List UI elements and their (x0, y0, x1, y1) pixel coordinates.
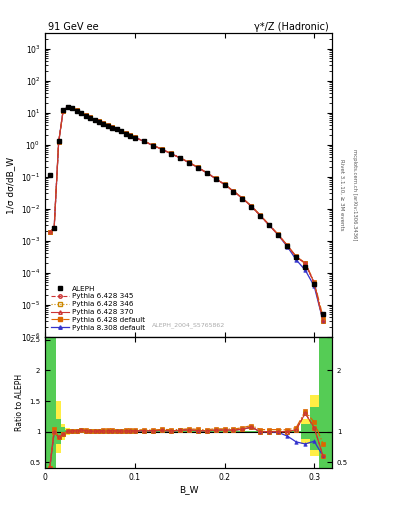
Legend: ALEPH, Pythia 6.428 345, Pythia 6.428 346, Pythia 6.428 370, Pythia 6.428 defaul: ALEPH, Pythia 6.428 345, Pythia 6.428 34… (49, 283, 147, 333)
Text: mcplots.cern.ch [arXiv:1306.3436]: mcplots.cern.ch [arXiv:1306.3436] (352, 149, 357, 240)
Text: 91 GeV ee: 91 GeV ee (48, 22, 99, 32)
Text: ALEPH_2004_S5765862: ALEPH_2004_S5765862 (152, 322, 225, 328)
Y-axis label: 1/σ dσ/dB_W: 1/σ dσ/dB_W (6, 156, 15, 214)
Text: γ*/Z (Hadronic): γ*/Z (Hadronic) (254, 22, 329, 32)
Text: Rivet 3.1.10, ≥ 3M events: Rivet 3.1.10, ≥ 3M events (339, 159, 344, 230)
Y-axis label: Ratio to ALEPH: Ratio to ALEPH (15, 374, 24, 431)
X-axis label: B_W: B_W (179, 485, 198, 494)
